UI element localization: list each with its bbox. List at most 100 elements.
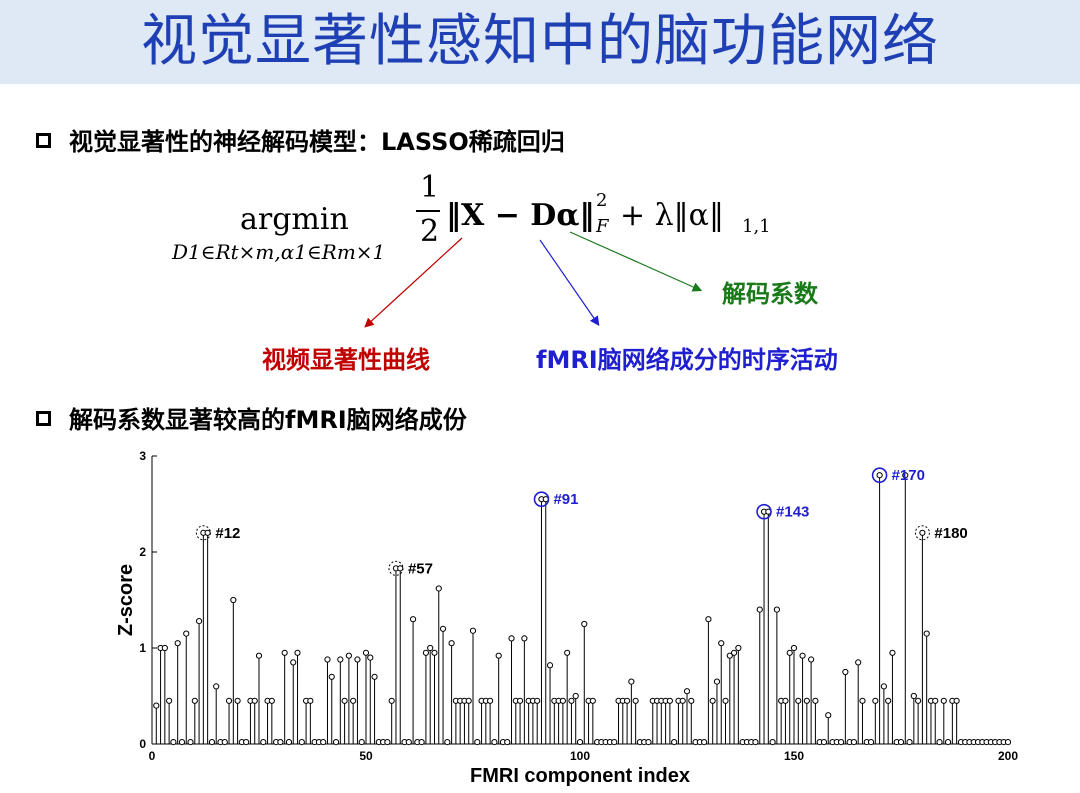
stem-marker bbox=[825, 712, 832, 719]
stem-marker bbox=[910, 692, 917, 700]
stem-marker bbox=[281, 649, 288, 656]
stem-marker bbox=[876, 472, 883, 479]
stem-marker bbox=[225, 697, 233, 704]
stem-marker bbox=[628, 678, 635, 685]
stem-marker bbox=[756, 606, 763, 613]
stem-marker bbox=[953, 697, 960, 704]
stem-marker bbox=[932, 697, 939, 704]
stem-marker bbox=[307, 697, 314, 704]
stem-marker bbox=[872, 697, 879, 704]
stem-marker bbox=[936, 738, 943, 746]
stem-marker bbox=[367, 654, 374, 661]
stem-marker bbox=[277, 738, 284, 746]
formula-fro-sup: 2 bbox=[596, 190, 608, 211]
stem-marker bbox=[251, 697, 258, 704]
stem-marker bbox=[795, 697, 802, 704]
stem-marker bbox=[183, 630, 190, 637]
stem-marker bbox=[589, 697, 596, 704]
stem-marker bbox=[623, 697, 631, 704]
stem-marker bbox=[439, 625, 447, 632]
red-arrow bbox=[364, 237, 463, 328]
stem-marker bbox=[790, 644, 798, 652]
y-tick-label: 3 bbox=[139, 449, 146, 463]
stem-marker bbox=[559, 697, 566, 704]
stem-marker bbox=[427, 644, 434, 652]
stem-marker bbox=[435, 585, 442, 592]
stem-marker bbox=[213, 683, 220, 690]
stem-marker bbox=[576, 738, 584, 746]
title-banner: 视觉显著性感知中的脑功能网络 bbox=[0, 0, 1080, 84]
stem-marker bbox=[867, 738, 875, 746]
stem-marker bbox=[345, 652, 352, 659]
stem-marker bbox=[611, 738, 618, 746]
stem-marker bbox=[418, 738, 425, 746]
stem-marker bbox=[341, 697, 348, 704]
stem-marker bbox=[178, 738, 186, 746]
bullet-decoding-model: 视觉显著性的神经解码模型：LASSO稀疏回归 bbox=[36, 126, 565, 158]
stem-marker bbox=[581, 620, 588, 628]
stem-marker bbox=[487, 697, 494, 704]
green-arrow bbox=[569, 231, 703, 292]
bullet-text: 解码系数显著较高的fMRI脑网络成份 bbox=[69, 406, 467, 434]
stem-marker bbox=[290, 659, 297, 666]
stem-marker bbox=[671, 738, 678, 746]
bullet-high-coef: 解码系数显著较高的fMRI脑网络成份 bbox=[36, 404, 467, 436]
stem-marker bbox=[919, 529, 926, 536]
x-tick-label: 0 bbox=[149, 749, 156, 763]
stem-marker bbox=[268, 697, 275, 704]
stem-marker bbox=[170, 738, 177, 746]
formula-argmin: argmin bbox=[240, 202, 349, 237]
formula-regularizer: + λ‖α‖ bbox=[620, 198, 724, 233]
stem-marker bbox=[564, 649, 571, 656]
stem-marker bbox=[294, 649, 301, 656]
stem-marker bbox=[769, 738, 776, 746]
stem-marker bbox=[405, 738, 412, 746]
stem-marker bbox=[495, 652, 502, 659]
y-tick-label: 1 bbox=[139, 641, 146, 655]
stem-marker bbox=[448, 640, 455, 647]
stem-marker bbox=[683, 688, 691, 695]
formula-subscript: D1∈Rt×m,α1∈Rm×1 bbox=[172, 240, 386, 264]
stem-marker bbox=[260, 738, 267, 746]
label-video-saliency: 视频显著性曲线 bbox=[262, 346, 430, 374]
x-tick-label: 200 bbox=[998, 749, 1018, 763]
stem-marker bbox=[409, 616, 417, 623]
stem-marker bbox=[906, 738, 913, 746]
stem-marker bbox=[187, 738, 194, 746]
stem-marker bbox=[786, 649, 793, 656]
stem-marker bbox=[902, 472, 909, 479]
fraction-bar bbox=[416, 210, 440, 212]
stem-marker bbox=[491, 738, 498, 746]
x-tick-label: 150 bbox=[784, 749, 804, 763]
stem-marker bbox=[546, 662, 554, 669]
stem-marker bbox=[504, 738, 511, 746]
stem-marker bbox=[688, 697, 695, 704]
stem-marker bbox=[752, 738, 759, 746]
stem-marker bbox=[808, 656, 815, 663]
highlight-ring bbox=[533, 491, 550, 508]
stem-marker bbox=[431, 649, 438, 656]
stem-marker bbox=[161, 644, 168, 652]
stem-marker bbox=[371, 673, 378, 680]
stem-marker bbox=[701, 738, 708, 746]
stem-marker bbox=[469, 627, 477, 634]
stem-marker bbox=[885, 697, 892, 704]
stem-marker bbox=[837, 738, 845, 746]
highlight-label: #57 bbox=[408, 560, 433, 577]
stem-marker bbox=[204, 529, 211, 536]
y-tick-label: 2 bbox=[139, 545, 146, 559]
stem-marker bbox=[465, 697, 472, 704]
formula-numerator: 1 bbox=[420, 170, 440, 205]
bullet-text: 视觉显著性的神经解码模型：LASSO稀疏回归 bbox=[69, 128, 565, 156]
stem-marker bbox=[166, 697, 173, 704]
highlight-ring bbox=[388, 560, 404, 576]
stem-marker bbox=[572, 692, 579, 700]
stem-marker bbox=[298, 738, 305, 746]
stem-marker bbox=[191, 697, 198, 704]
stem-marker bbox=[384, 738, 391, 746]
highlight-label: #143 bbox=[776, 504, 809, 521]
stem-marker bbox=[944, 738, 952, 746]
stem-marker bbox=[645, 738, 652, 746]
y-tick-label: 0 bbox=[139, 737, 146, 751]
stem-marker bbox=[915, 697, 922, 704]
